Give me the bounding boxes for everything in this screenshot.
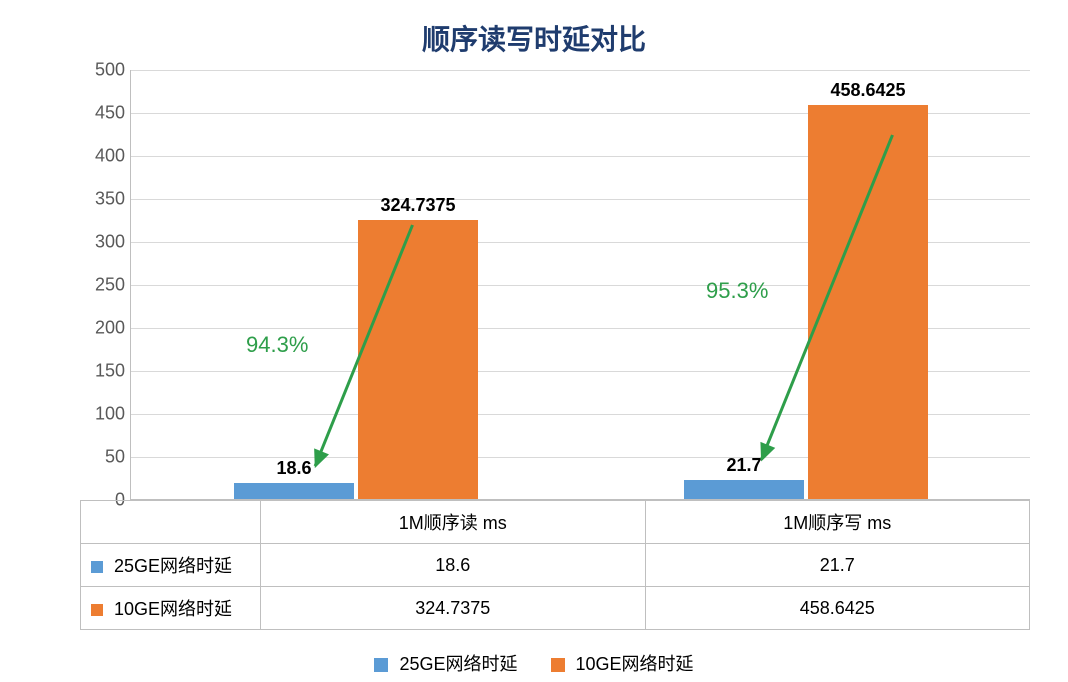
series-label: 25GE网络时延 xyxy=(114,556,232,576)
table-cell: 458.6425 xyxy=(645,587,1030,630)
annotation-label: 95.3% xyxy=(706,278,768,304)
table-rowhead-0: 25GE网络时延 xyxy=(81,544,261,587)
legend: 25GE网络时延 10GE网络时延 xyxy=(0,650,1068,676)
legend-item: 25GE网络时延 xyxy=(374,650,517,676)
bar: 18.6 xyxy=(234,483,354,499)
table-corner-cell xyxy=(81,501,261,544)
y-tick-label: 100 xyxy=(95,404,125,425)
y-tick-label: 300 xyxy=(95,232,125,253)
bar-value-label: 458.6425 xyxy=(830,80,905,101)
swatch-icon xyxy=(91,561,103,573)
chart-title: 顺序读写时延对比 xyxy=(0,0,1068,58)
swatch-icon xyxy=(551,658,565,672)
legend-label: 25GE网络时延 xyxy=(399,654,517,674)
bar: 324.7375 xyxy=(358,220,478,499)
legend-label: 10GE网络时延 xyxy=(576,654,694,674)
swatch-icon xyxy=(374,658,388,672)
y-tick-label: 250 xyxy=(95,275,125,296)
table-row: 25GE网络时延 18.6 21.7 xyxy=(81,544,1030,587)
table-col-0: 1M顺序读 ms xyxy=(261,501,646,544)
swatch-icon xyxy=(91,604,103,616)
bar-group: 21.7 458.6425 xyxy=(581,70,1031,499)
y-tick-label: 450 xyxy=(95,103,125,124)
legend-item: 10GE网络时延 xyxy=(551,650,694,676)
bar-value-label: 324.7375 xyxy=(380,195,455,216)
series-label: 10GE网络时延 xyxy=(114,599,232,619)
plot-area: 05010015020025030035040045050018.6324.73… xyxy=(130,70,1030,500)
data-table: 1M顺序读 ms 1M顺序写 ms 25GE网络时延 18.6 21.7 10G… xyxy=(80,500,1030,630)
bar: 21.7 xyxy=(684,480,804,499)
annotation-label: 94.3% xyxy=(246,332,308,358)
y-tick-label: 350 xyxy=(95,189,125,210)
table-cell: 21.7 xyxy=(645,544,1030,587)
y-tick-label: 200 xyxy=(95,318,125,339)
y-tick-label: 500 xyxy=(95,60,125,81)
table-header-row: 1M顺序读 ms 1M顺序写 ms xyxy=(81,501,1030,544)
y-tick-label: 50 xyxy=(105,447,125,468)
table-cell: 18.6 xyxy=(261,544,646,587)
table-col-1: 1M顺序写 ms xyxy=(645,501,1030,544)
table-row: 10GE网络时延 324.7375 458.6425 xyxy=(81,587,1030,630)
table-rowhead-1: 10GE网络时延 xyxy=(81,587,261,630)
chart-container: 05010015020025030035040045050018.6324.73… xyxy=(50,60,1050,610)
y-tick-label: 400 xyxy=(95,146,125,167)
bar-group: 18.6324.7375 xyxy=(131,70,581,499)
y-tick-label: 150 xyxy=(95,361,125,382)
table-cell: 324.7375 xyxy=(261,587,646,630)
bar-value-label: 18.6 xyxy=(276,458,311,479)
